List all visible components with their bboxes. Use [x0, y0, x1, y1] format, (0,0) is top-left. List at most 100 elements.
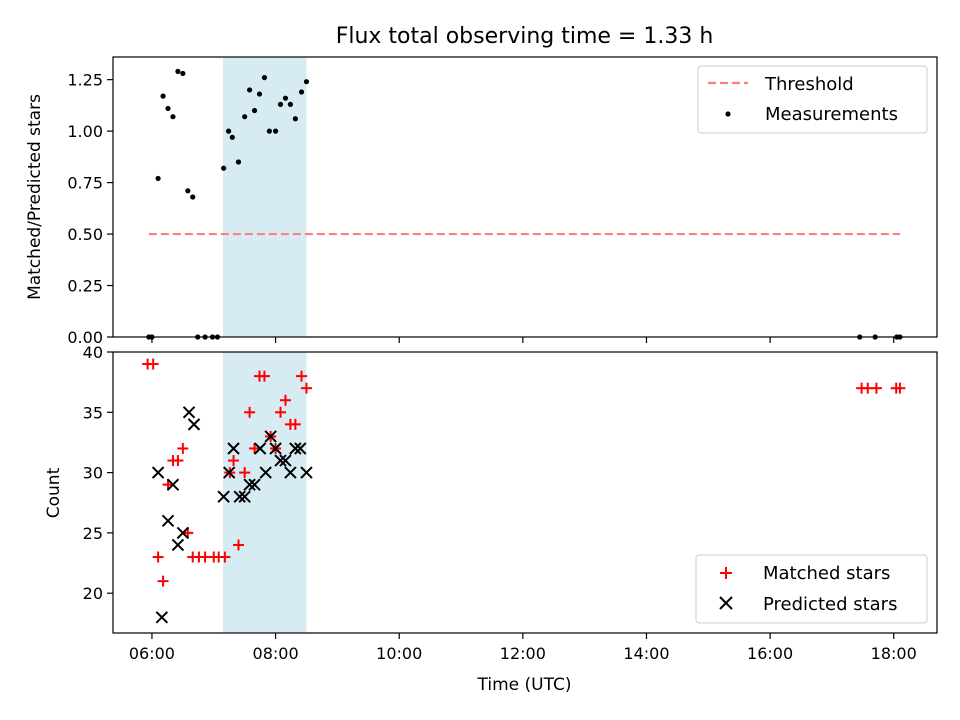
measurement-point [165, 105, 171, 112]
observing-span [223, 57, 307, 337]
matched-star-point [296, 370, 308, 382]
x-tick-label: 10:00 [376, 644, 422, 663]
x-tick-label: 16:00 [747, 644, 793, 663]
bottom-y-tick-label: 20 [83, 584, 103, 603]
matched-star-point [279, 394, 291, 406]
top-legend: Threshold Measurements [697, 65, 928, 134]
measurement-point [277, 101, 284, 107]
matched-star-point [289, 418, 301, 430]
bottom-panel-frame [112, 351, 938, 634]
top-y-tick-label: 0.50 [67, 225, 103, 244]
bottom-panel: 06:00 08:00 10:00 12:00 14:00 16:00 18:00 20 25… [44, 343, 938, 695]
matched-star-point [219, 551, 231, 563]
matched-star-point [244, 406, 256, 418]
top-ylabel: Matched/Predicted stars [25, 94, 45, 300]
measurement-point [256, 91, 263, 97]
predicted-star-point [284, 466, 297, 479]
top-y-tick-label: 0.25 [67, 277, 103, 296]
top-y-tick-label: 0.00 [67, 328, 103, 347]
x-tick-label: 14:00 [623, 644, 669, 663]
measurement-point [261, 74, 268, 81]
measurement-point [185, 188, 191, 194]
matched-star-point [157, 575, 169, 587]
bottom-y-tick-label: 30 [83, 464, 103, 483]
x-tick-label: 12:00 [500, 644, 546, 663]
matched-star-point [894, 382, 906, 394]
bottom-legend: Matched stars Predicted stars [695, 554, 928, 624]
top-panel-frame [112, 56, 938, 338]
measurement-point [292, 116, 298, 122]
top-y-tick-label: 1.25 [67, 71, 103, 90]
bottom-ylabel: Count [44, 467, 64, 518]
bottom-y-tick-label: 40 [83, 343, 103, 362]
x-tick-label: 08:00 [253, 644, 299, 663]
measurement-point [251, 107, 258, 114]
measurement-point [235, 159, 242, 165]
matched-star-point [275, 406, 287, 418]
predicted-star-point [233, 490, 246, 503]
matched-star-point [152, 551, 164, 563]
legend-threshold-label: Threshold [764, 74, 854, 95]
legend-matched-swatch [720, 567, 732, 579]
predicted-star-point [223, 466, 236, 479]
measurement-point [175, 68, 181, 75]
predicted-star-point [259, 466, 272, 479]
matched-star-point [172, 455, 184, 467]
matched-star-point [232, 539, 244, 551]
measurement-point [303, 79, 310, 85]
predicted-star-point [294, 442, 307, 455]
matched-star-point [239, 467, 251, 479]
predicted-star-point [171, 538, 185, 552]
measurement-point [287, 101, 294, 107]
legend-measurements-swatch [725, 111, 731, 117]
predicted-star-point [155, 611, 169, 624]
predicted-star-point [269, 442, 282, 455]
predicted-star-point [279, 454, 292, 467]
x-axis-label: Time (UTC) [477, 675, 572, 695]
legend-measurements-label: Measurements [765, 104, 898, 125]
predicted-star-point [217, 490, 230, 503]
predicted-star-point [182, 406, 196, 419]
measurement-point [180, 70, 186, 77]
measurement-point [170, 114, 176, 120]
top-panel: 0.00 0.25 0.50 0.75 1.00 1.25 Matched/Predict… [25, 56, 938, 347]
matched-star-point [147, 358, 159, 370]
predicted-star-point [176, 526, 190, 540]
predicted-star-point [187, 418, 201, 431]
predicted-star-point [227, 442, 240, 455]
legend-predicted-label: Predicted stars [763, 594, 897, 615]
measurement-point [229, 134, 235, 140]
predicted-star-point [151, 466, 165, 479]
predicted-star-point [243, 478, 256, 491]
measurement-point [266, 128, 272, 134]
matched-star-point [300, 382, 312, 394]
measurement-point [155, 175, 161, 182]
top-y-tick-label: 1.00 [67, 122, 103, 141]
bottom-y-tick-label: 35 [83, 403, 103, 422]
observing-span [223, 352, 307, 633]
bottom-legend-box [695, 554, 928, 624]
legend-matched-label: Matched stars [763, 563, 890, 584]
measurement-point [225, 128, 232, 134]
matched-star-point [177, 442, 189, 454]
predicted-star-point [264, 430, 277, 443]
bottom-y-tick-label: 25 [83, 524, 103, 543]
measurement-point [242, 114, 248, 120]
top-legend-box [697, 65, 928, 134]
predicted-star-point [300, 466, 313, 479]
measurement-point [247, 87, 253, 93]
matched-star-point [870, 382, 882, 394]
x-tick-label: 18:00 [871, 644, 917, 663]
matched-star-point [249, 442, 261, 454]
measurement-point [160, 93, 166, 99]
chart-title: Flux total observing time = 1.33 h [336, 24, 714, 49]
predicted-star-point [161, 514, 175, 528]
predicted-star-point [274, 454, 287, 467]
measurement-point [221, 165, 227, 171]
x-tick-label: 06:00 [129, 644, 175, 663]
matched-star-point [258, 370, 270, 382]
predicted-star-point [253, 442, 267, 455]
predicted-star-point [238, 490, 251, 503]
predicted-star-point [166, 478, 180, 491]
measurement-point [272, 128, 279, 134]
